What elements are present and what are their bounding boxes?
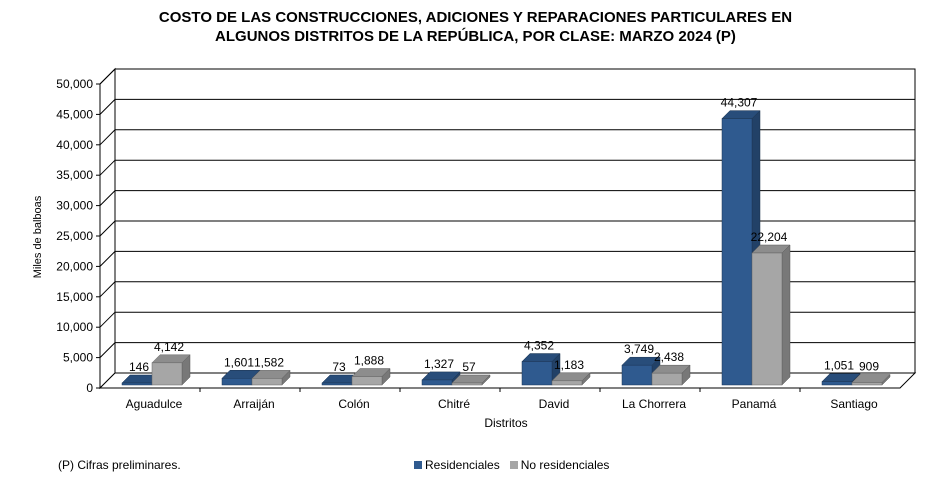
gridline bbox=[99, 159, 915, 176]
gridline bbox=[99, 281, 915, 298]
bar-front bbox=[651, 372, 683, 386]
data-label: 909 bbox=[859, 359, 879, 373]
data-label: 22,204 bbox=[751, 230, 788, 244]
legend-item-no-residenciales: No residenciales bbox=[509, 458, 610, 472]
gridline bbox=[99, 250, 915, 267]
bar-front bbox=[451, 382, 483, 386]
x-tick-label: La Chorrera bbox=[622, 397, 686, 411]
gridline bbox=[99, 311, 915, 328]
x-axis-label: Distritos bbox=[484, 416, 527, 430]
footnote: (P) Cifras preliminares. bbox=[58, 458, 181, 472]
gridline bbox=[99, 129, 915, 146]
bar-front bbox=[151, 362, 183, 386]
bar bbox=[251, 369, 291, 386]
bar bbox=[151, 354, 191, 386]
bar-front bbox=[621, 364, 653, 386]
x-tick-label: David bbox=[539, 397, 570, 411]
legend: Residenciales No residenciales bbox=[414, 458, 619, 472]
bar-front bbox=[821, 381, 853, 386]
y-tick-label: 50,000 bbox=[56, 77, 93, 91]
bar-front bbox=[421, 379, 453, 386]
bar-front bbox=[751, 252, 783, 386]
bars bbox=[121, 110, 891, 386]
legend-swatch-residenciales bbox=[414, 461, 422, 469]
bar-front bbox=[121, 382, 153, 386]
data-label: 2,438 bbox=[654, 350, 684, 364]
y-tick-label: 15,000 bbox=[56, 290, 93, 304]
y-tick-label: 25,000 bbox=[56, 229, 93, 243]
y-tick-label: 5,000 bbox=[63, 351, 93, 365]
bar bbox=[551, 372, 591, 386]
data-label: 1,601 bbox=[224, 355, 254, 369]
legend-label-residenciales: Residenciales bbox=[425, 458, 500, 472]
data-label: 1,327 bbox=[424, 357, 454, 371]
bar bbox=[451, 374, 491, 386]
gridline bbox=[99, 220, 915, 237]
gridline bbox=[99, 98, 915, 115]
gridlines bbox=[99, 68, 915, 358]
legend-item-residenciales: Residenciales bbox=[414, 458, 500, 472]
chart-title: COSTO DE LAS CONSTRUCCIONES, ADICIONES Y… bbox=[0, 8, 951, 46]
data-label: 1,051 bbox=[824, 359, 854, 373]
y-tick-label: 40,000 bbox=[56, 138, 93, 152]
bar-front bbox=[321, 382, 353, 386]
bar-front bbox=[521, 361, 553, 386]
data-label: 1,888 bbox=[354, 354, 384, 368]
bar-side bbox=[781, 244, 791, 386]
bar-front bbox=[221, 378, 253, 386]
gridline bbox=[99, 342, 915, 358]
data-label: 4,352 bbox=[524, 339, 554, 353]
gridline bbox=[99, 68, 915, 85]
data-label: 4,142 bbox=[154, 340, 184, 354]
x-tick-label: Arraiján bbox=[233, 397, 274, 411]
bar bbox=[651, 364, 691, 386]
data-label: 1,582 bbox=[254, 355, 284, 369]
y-tick-label: 10,000 bbox=[56, 320, 93, 334]
data-label: 1,183 bbox=[554, 358, 584, 372]
x-tick-label: Panamá bbox=[732, 397, 777, 411]
bar-front bbox=[351, 376, 383, 386]
bar bbox=[621, 356, 661, 386]
floor bbox=[98, 372, 917, 389]
bar bbox=[751, 244, 791, 386]
chart-title-line-1: COSTO DE LAS CONSTRUCCIONES, ADICIONES Y… bbox=[158, 9, 793, 26]
bar-front bbox=[251, 378, 283, 386]
x-tick-label: Chitré bbox=[438, 397, 470, 411]
bar-front bbox=[721, 118, 753, 386]
bar-front bbox=[551, 380, 583, 386]
bar-front bbox=[851, 382, 883, 386]
y-tick-label: 30,000 bbox=[56, 199, 93, 213]
x-tick-label: Colón bbox=[338, 397, 369, 411]
data-label: 73 bbox=[332, 360, 346, 374]
legend-swatch-no-residenciales bbox=[509, 461, 518, 469]
legend-label-no-residenciales: No residenciales bbox=[520, 458, 610, 472]
y-axis-label: Miles de balboas bbox=[32, 195, 44, 278]
y-tick-label: 0 bbox=[86, 381, 93, 395]
data-label: 44,307 bbox=[721, 96, 758, 110]
x-tick-label: Aguadulce bbox=[126, 397, 183, 411]
x-tick-label: Santiago bbox=[830, 397, 878, 411]
y-tick-label: 35,000 bbox=[56, 168, 93, 182]
data-label: 146 bbox=[129, 360, 149, 374]
y-tick-label: 45,000 bbox=[56, 107, 93, 121]
bar bbox=[351, 367, 391, 386]
data-label: 57 bbox=[462, 360, 476, 374]
y-axis-ticks: 0 5,000 10,000 15,000 20,000 25,000 30,000 35,0… bbox=[56, 77, 100, 395]
chart-walls bbox=[98, 67, 917, 390]
data-label: 3,749 bbox=[624, 342, 654, 356]
chart-title-line-2: ALGUNOS DISTRITOS DE LA REPÚBLICA, POR C… bbox=[215, 28, 736, 45]
gridline bbox=[99, 190, 915, 206]
bar bbox=[851, 373, 891, 386]
data-labels: 146 4,142 1,601 1,582 73 1,888 1,327 57 4,3521,1… bbox=[129, 96, 879, 374]
y-tick-label: 20,000 bbox=[56, 259, 93, 273]
x-axis-ticks: Aguadulce Arraiján Colón Chitré David La Chor… bbox=[126, 388, 878, 411]
